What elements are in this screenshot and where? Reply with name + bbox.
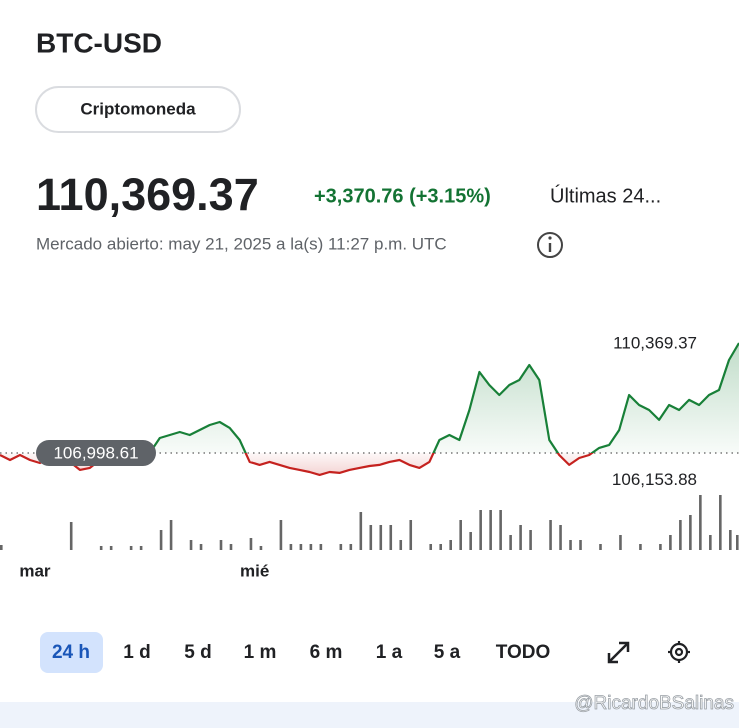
volume-bar — [679, 520, 682, 550]
volume-bar — [69, 522, 73, 550]
volume-bar — [579, 540, 582, 550]
volume-bar — [709, 535, 712, 550]
volume-bar — [219, 540, 223, 550]
baseline-label: 106,998.61 — [53, 443, 138, 462]
x-label: mar — [19, 561, 51, 580]
volume-bar — [549, 520, 552, 550]
chip[interactable]: Criptomoneda — [80, 99, 196, 118]
volume-bar — [729, 530, 732, 550]
tab-selected-bg[interactable] — [40, 632, 103, 673]
volume-bar — [259, 546, 263, 550]
range-tab[interactable]: 1 m — [244, 642, 277, 663]
title: BTC-USD — [36, 27, 162, 58]
volume-bar — [279, 520, 283, 550]
volume-bar — [509, 535, 512, 550]
price: 110,369.37 — [36, 169, 259, 220]
bottom-bar — [0, 702, 739, 728]
volume-bar — [99, 546, 103, 550]
volume-bar — [289, 544, 293, 550]
market-status: Mercado abierto: may 21, 2025 a la(s) 11… — [36, 234, 447, 253]
volume-bar — [459, 520, 462, 550]
volume-bar — [689, 515, 692, 550]
chart: 106,998.61 106,153.88 110,369.37 mar mié — [0, 333, 739, 580]
range-tab[interactable]: 5 d — [184, 642, 211, 663]
watermark: @RicardoBSalinas — [574, 693, 734, 714]
volume-bar — [309, 544, 313, 550]
x-label: mié — [240, 561, 269, 580]
period: Últimas 24... — [550, 184, 661, 207]
volume-bar — [109, 546, 113, 550]
chip-bg[interactable] — [35, 86, 241, 133]
volume-bar — [599, 544, 602, 550]
volume-bar — [529, 530, 532, 550]
volume-bar — [469, 532, 472, 550]
volume-bar — [299, 544, 303, 550]
range-tab[interactable]: 24 h — [52, 642, 90, 663]
volume-bar — [409, 520, 413, 550]
volume-bar — [399, 540, 403, 550]
range-tab[interactable]: 1 d — [123, 642, 150, 663]
expand-icon[interactable] — [607, 641, 630, 664]
value-label: 110,369.37 — [613, 333, 697, 352]
volume-bar — [479, 510, 482, 550]
volume-bar — [339, 544, 343, 550]
volume-bar — [569, 540, 572, 550]
volume-bar — [669, 535, 672, 550]
volume-bar — [619, 535, 622, 550]
baseline-label-bg — [36, 439, 156, 466]
settings-icon[interactable] — [668, 641, 690, 663]
volume-bar — [719, 495, 722, 550]
volume-bar — [359, 512, 363, 550]
volume-bar — [389, 525, 393, 550]
volume-bar — [559, 525, 562, 550]
volume-bar — [189, 540, 193, 550]
volume-bar — [449, 540, 452, 550]
volume-bar — [736, 535, 739, 550]
volume-bar — [489, 510, 492, 550]
info-icon[interactable] — [537, 232, 563, 258]
low-label: 106,153.88 — [612, 470, 697, 489]
range-tab[interactable]: 6 m — [310, 642, 343, 663]
range-tab[interactable]: 5 a — [434, 642, 461, 663]
range-tab[interactable]: 1 a — [376, 642, 403, 663]
volume-bar — [439, 544, 443, 550]
volume-bar — [199, 544, 203, 550]
volume-bar — [499, 510, 502, 550]
volume-bar — [699, 495, 702, 550]
price-area — [0, 343, 739, 475]
volume-bar — [139, 546, 143, 550]
range-tabs: 24 h 1 d 5 d 1 m 6 m 1 a 5 a TODO — [52, 642, 550, 663]
volume-bar — [639, 544, 642, 550]
volume-bar — [519, 525, 522, 550]
volume-bar — [229, 544, 233, 550]
volume-bar — [659, 544, 662, 550]
volume-bar — [249, 538, 253, 550]
volume-bar — [349, 544, 353, 550]
volume-bar — [0, 545, 3, 550]
volume-bar — [429, 544, 433, 550]
volume-bar — [129, 546, 133, 550]
volume-bar — [369, 525, 373, 550]
volume-bar — [379, 525, 383, 550]
change: +3,370.76 (+3.15%) — [314, 185, 491, 207]
volume-bar — [159, 530, 163, 550]
range-tab[interactable]: TODO — [496, 642, 551, 663]
volume-bar — [319, 544, 323, 550]
volume-bar — [169, 520, 173, 550]
